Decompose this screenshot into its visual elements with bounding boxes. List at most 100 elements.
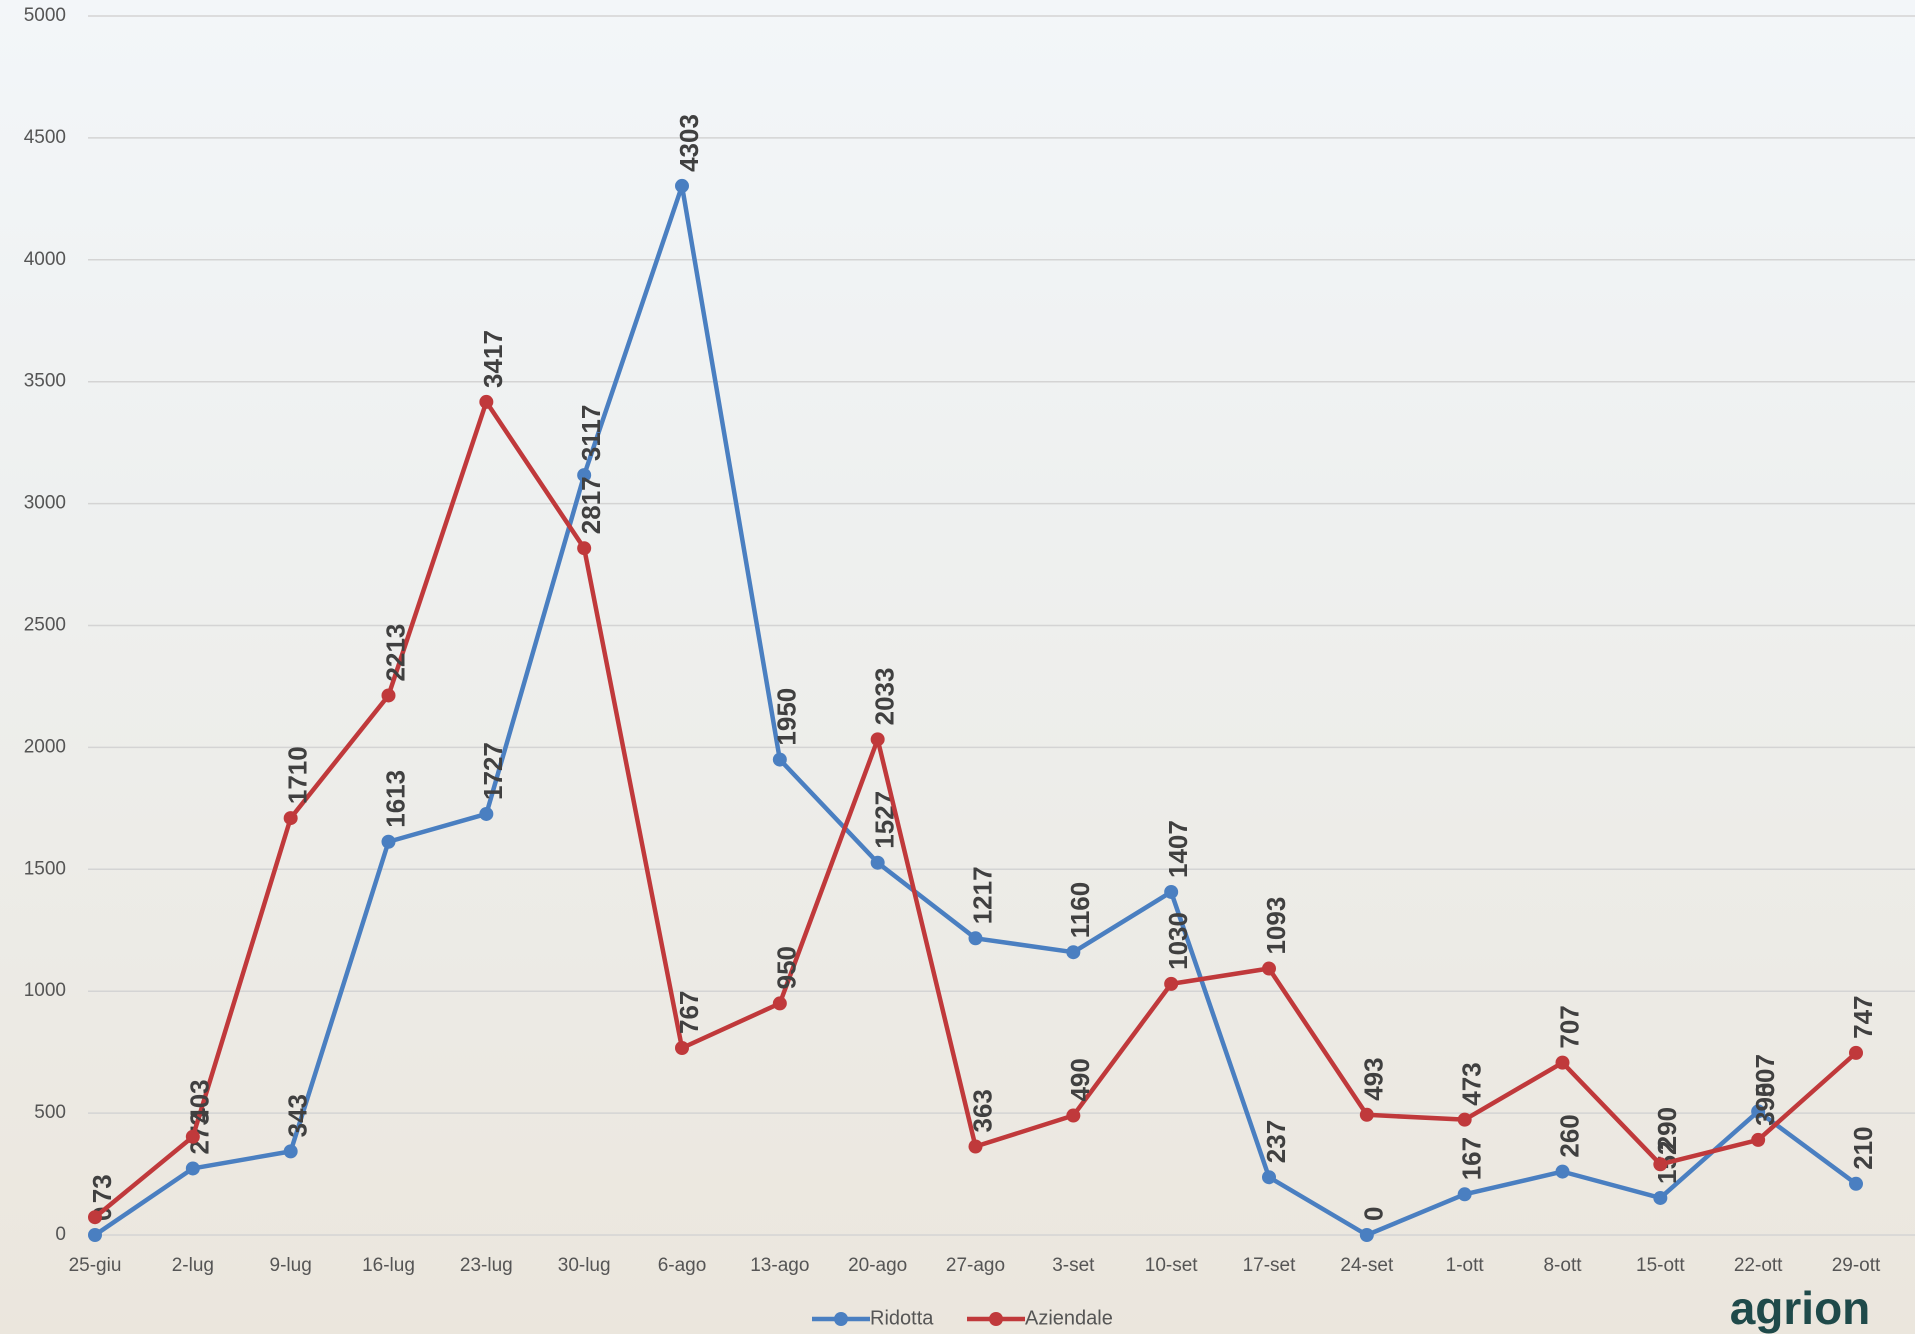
y-tick-label: 2500	[24, 615, 66, 636]
y-tick-label: 0	[55, 1224, 66, 1245]
point	[577, 468, 592, 483]
logo: agrion	[1730, 1282, 1871, 1334]
x-tick-label: 16-lug	[362, 1255, 415, 1276]
data-label: 237	[1261, 1120, 1291, 1163]
y-tick-label: 2000	[24, 736, 66, 757]
point	[1262, 1170, 1276, 1185]
point	[1653, 1190, 1668, 1205]
point	[772, 996, 787, 1011]
data-label: 73	[87, 1174, 117, 1203]
data-label: 1407	[1163, 820, 1193, 878]
point	[1751, 1132, 1766, 1147]
point	[1849, 1176, 1863, 1191]
y-tick-label: 3500	[24, 371, 66, 392]
x-tick-label: 6-ago	[658, 1255, 707, 1276]
x-tick-label: 30-lug	[558, 1255, 611, 1276]
y-tick-label: 4500	[24, 127, 66, 148]
y-tick-label: 1000	[24, 980, 66, 1001]
x-tick-label: 22-ott	[1734, 1255, 1783, 1276]
point	[88, 1228, 102, 1242]
point	[1164, 976, 1179, 991]
data-label: 1217	[967, 866, 997, 924]
point	[870, 855, 885, 870]
point	[675, 1041, 689, 1056]
data-label: 747	[1848, 995, 1878, 1038]
x-tick-label: 2-lug	[172, 1255, 214, 1276]
data-label: 473	[1457, 1062, 1487, 1105]
data-label: 1030	[1163, 912, 1193, 970]
data-label: 210	[1848, 1126, 1878, 1169]
point	[1849, 1045, 1863, 1060]
data-label: 2033	[870, 668, 900, 726]
y-tick-label: 500	[34, 1102, 66, 1123]
point	[88, 1210, 102, 1225]
x-tick-label: 25-giu	[69, 1255, 122, 1276]
point	[1555, 1164, 1570, 1179]
x-tick-label: 13-ago	[750, 1255, 809, 1276]
data-label: 3417	[478, 330, 508, 388]
point	[1066, 1108, 1081, 1123]
data-label: 493	[1359, 1057, 1389, 1100]
point	[283, 1144, 298, 1159]
point	[1555, 1055, 1570, 1070]
point	[283, 811, 298, 826]
data-label: 1727	[478, 742, 508, 800]
x-tick-label: 17-set	[1243, 1255, 1297, 1276]
data-label: 1613	[380, 770, 410, 828]
data-label: 363	[967, 1089, 997, 1132]
point	[968, 1139, 983, 1154]
legend-label: Aziendale	[1025, 1307, 1113, 1329]
x-tick-label: 8-ott	[1543, 1255, 1582, 1276]
data-label: 0	[1359, 1207, 1389, 1221]
point	[1457, 1112, 1472, 1127]
data-label: 2213	[380, 624, 410, 682]
point	[479, 394, 494, 409]
data-label: 1950	[772, 688, 802, 746]
point	[1653, 1157, 1668, 1172]
legend-item: Aziendale	[967, 1307, 1113, 1329]
data-label: 1160	[1065, 882, 1095, 938]
point	[968, 931, 983, 946]
point	[1751, 1104, 1766, 1119]
point	[1164, 884, 1179, 899]
point	[1359, 1228, 1374, 1242]
data-label: 950	[772, 946, 802, 989]
point	[1359, 1107, 1374, 1122]
legend-marker	[834, 1312, 848, 1326]
x-tick-label: 10-set	[1145, 1255, 1199, 1276]
y-tick-label: 1500	[24, 858, 66, 879]
point	[577, 541, 592, 556]
data-label: 2817	[576, 476, 606, 534]
point	[772, 752, 787, 767]
legend-marker	[989, 1312, 1003, 1326]
legend-label: Ridotta	[870, 1307, 934, 1329]
x-tick-label: 24-set	[1340, 1255, 1394, 1276]
data-label: 507	[1750, 1054, 1780, 1097]
data-label: 260	[1554, 1114, 1584, 1157]
point	[381, 834, 396, 849]
point	[1262, 961, 1276, 976]
x-tick-label: 20-ago	[848, 1255, 907, 1276]
data-label: 167	[1457, 1137, 1487, 1180]
point	[381, 688, 396, 703]
data-label: 390	[1750, 1083, 1780, 1126]
point	[479, 806, 494, 821]
x-tick-label: 15-ott	[1636, 1255, 1685, 1276]
data-label: 490	[1065, 1058, 1095, 1101]
y-tick-label: 4000	[24, 249, 66, 270]
data-label: 3117	[576, 405, 606, 461]
point	[675, 178, 689, 193]
point	[185, 1129, 200, 1144]
x-tick-label: 3-set	[1052, 1255, 1095, 1276]
data-label: 707	[1554, 1005, 1584, 1048]
x-tick-label: 27-ago	[946, 1255, 1005, 1276]
data-label: 1093	[1261, 897, 1291, 955]
x-tick-label: 29-ott	[1832, 1255, 1881, 1276]
point	[1457, 1187, 1472, 1202]
x-tick-label: 23-lug	[460, 1255, 513, 1276]
data-label: 1710	[283, 746, 313, 804]
data-label: 403	[185, 1079, 215, 1122]
